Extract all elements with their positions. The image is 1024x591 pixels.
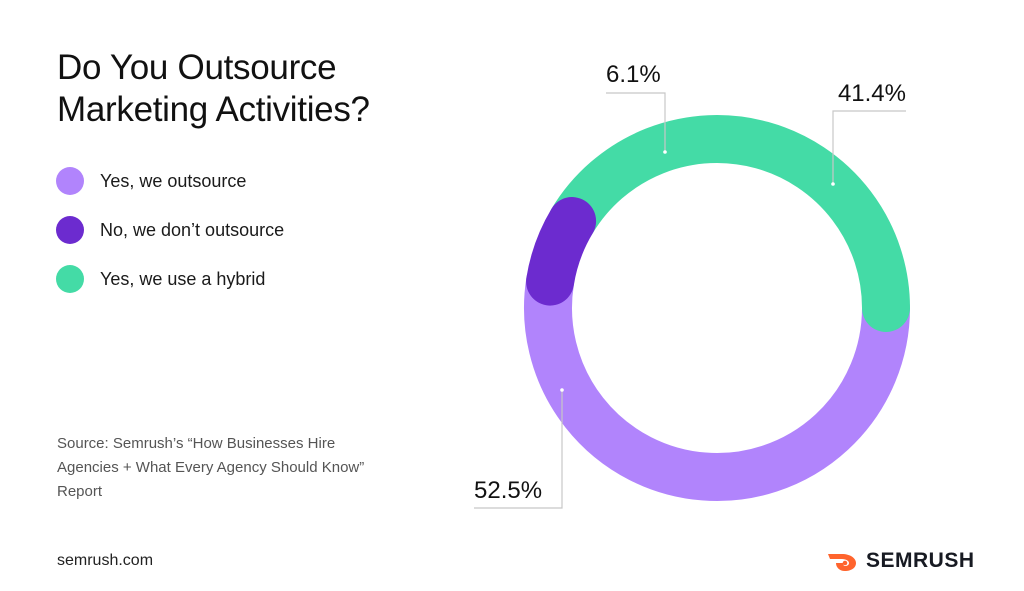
callout-line-no-we-don-t-outsource bbox=[606, 92, 666, 152]
legend-swatch-hybrid bbox=[56, 265, 84, 293]
callout-dot-yes-we-outsource bbox=[560, 388, 564, 392]
callout-line-yes-we-outsource bbox=[474, 390, 563, 509]
callout-line-yes-we-use-a-hybrid bbox=[832, 110, 906, 184]
callout-dot-no-we-don-t-outsource bbox=[663, 150, 667, 154]
chart-title-line-2: Marketing Activities? bbox=[57, 90, 370, 129]
data-label-no-we-don-t-outsource: 6.1% bbox=[606, 61, 661, 88]
chart-title: Do You Outsource Marketing Activities? bbox=[57, 47, 477, 131]
legend-item-outsource: Yes, we outsource bbox=[56, 166, 284, 196]
brand-logo: SEMRUSH bbox=[826, 549, 975, 573]
legend-item-hybrid: Yes, we use a hybrid bbox=[56, 264, 284, 294]
donut-slice-yes-we-use-a-hybrid bbox=[548, 115, 910, 332]
footer-url: semrush.com bbox=[57, 552, 154, 569]
legend-item-no-outsource: No, we don’t outsource bbox=[56, 215, 284, 245]
callout-dot-yes-we-use-a-hybrid bbox=[831, 182, 835, 186]
data-label-yes-we-use-a-hybrid: 41.4% bbox=[838, 80, 906, 107]
semrush-flame-icon bbox=[828, 554, 856, 571]
legend-swatch-no-outsource bbox=[56, 216, 84, 244]
chart-legend: Yes, we outsource No, we don’t outsource… bbox=[56, 166, 284, 313]
data-label-yes-we-outsource: 52.5% bbox=[474, 477, 542, 504]
legend-label-no-outsource: No, we don’t outsource bbox=[100, 219, 285, 240]
chart-title-line-1: Do You Outsource bbox=[57, 48, 337, 87]
legend-swatch-outsource bbox=[56, 167, 84, 195]
source-note: Source: Semrush’s “How Businesses Hire A… bbox=[57, 435, 365, 500]
donut-slice-no-we-don-t-outsource bbox=[526, 197, 597, 306]
legend-label-hybrid: Yes, we use a hybrid bbox=[100, 268, 266, 289]
donut-slice-yes-we-outsource bbox=[524, 257, 910, 501]
brand-name: SEMRUSH bbox=[866, 549, 975, 572]
legend-label-outsource: Yes, we outsource bbox=[100, 170, 247, 191]
